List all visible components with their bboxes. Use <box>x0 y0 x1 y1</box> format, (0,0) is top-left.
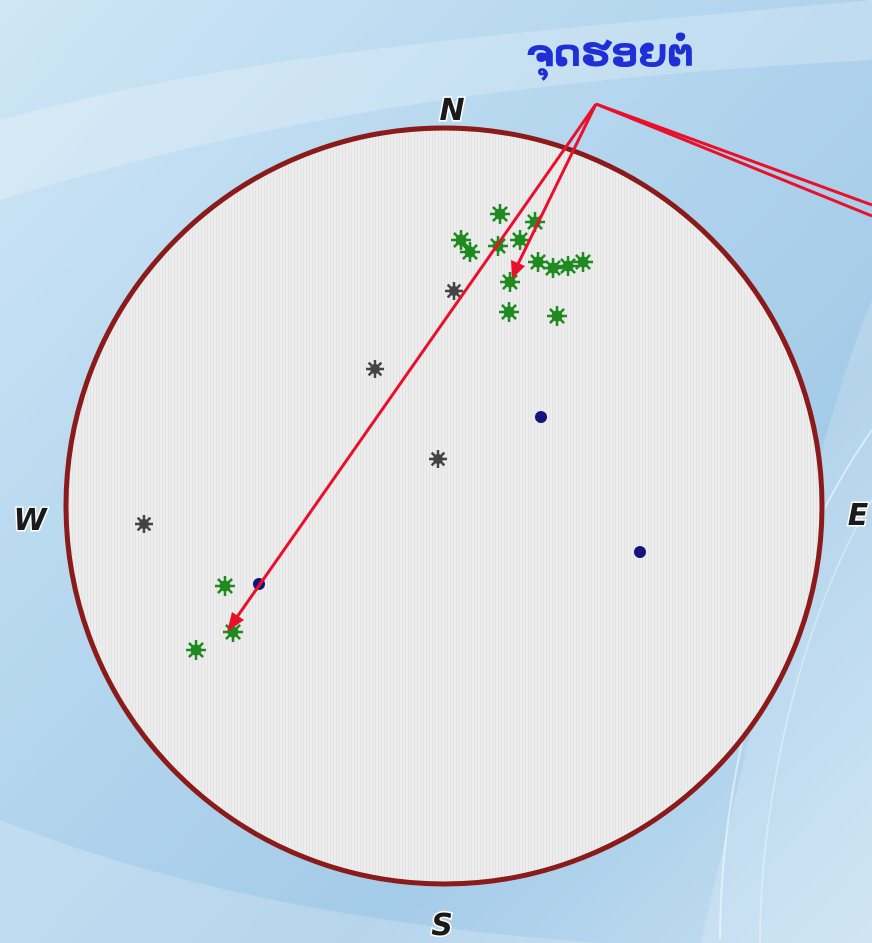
green-pole-point <box>215 576 235 596</box>
east-label: E <box>848 498 869 533</box>
green-pole-point <box>186 640 206 660</box>
blue-pole-point <box>634 546 646 558</box>
green-pole-point <box>510 230 530 250</box>
green-pole-point <box>528 252 548 272</box>
arrow-to-southwest-cluster <box>235 103 598 618</box>
green-pole-point <box>573 252 593 272</box>
stereonet-circle <box>63 125 825 887</box>
green-pole-point <box>500 272 520 292</box>
gray-pole-point <box>445 282 463 300</box>
green-pole-point <box>451 230 471 250</box>
callout-arrows <box>227 102 872 632</box>
west-label: W <box>13 503 48 538</box>
gray-pole-point <box>429 450 447 468</box>
joint-points-label: ຈຸດຮອຍຕໍ່ <box>526 31 694 81</box>
south-label: S <box>431 908 453 943</box>
green-pole-point <box>547 306 567 326</box>
blue-pole-point <box>535 411 547 423</box>
green-pole-point <box>460 242 480 262</box>
green-pole-point <box>543 258 563 278</box>
north-label: N <box>439 93 464 128</box>
arrow-head-north-cluster <box>511 260 525 279</box>
gray-pole-point <box>135 515 153 533</box>
arrow-to-north-cluster <box>516 103 598 265</box>
green-pole-point <box>499 302 519 322</box>
green-pole-point <box>490 204 510 224</box>
green-pole-point <box>558 256 578 276</box>
arrow-offscreen-upper <box>595 102 872 207</box>
arrow-head-southwest-cluster <box>227 612 244 632</box>
gray-pole-point <box>366 360 384 378</box>
arrow-offscreen-lower <box>595 102 872 218</box>
